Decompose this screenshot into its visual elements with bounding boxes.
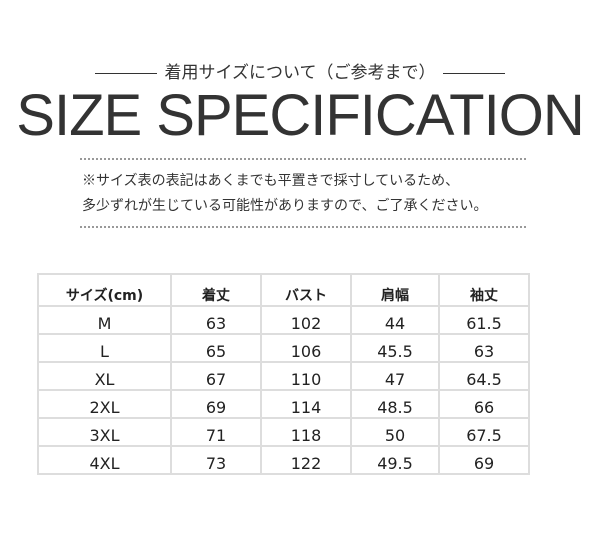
dotted-divider [80, 226, 526, 228]
table-row: 4XL 73 122 49.5 69 [37, 445, 530, 475]
page-title: SIZE SPECIFICATION [16, 83, 584, 148]
table-cell: 102 [260, 305, 352, 335]
table-cell: 50 [350, 417, 440, 447]
table-cell: 63 [170, 305, 262, 335]
table-row: M 63 102 44 61.5 [37, 305, 530, 335]
table-cell: 4XL [37, 445, 172, 475]
table-cell: 71 [170, 417, 262, 447]
table-cell: 63 [438, 333, 530, 363]
table-cell: 2XL [37, 389, 172, 419]
header-size: サイズ(cm) [37, 273, 172, 307]
table-row: XL 67 110 47 64.5 [37, 361, 530, 391]
table-cell: XL [37, 361, 172, 391]
header-shoulder: 肩幅 [350, 273, 440, 307]
table-header: サイズ(cm) 着丈 バスト 肩幅 袖丈 [37, 273, 530, 307]
table-cell: 69 [438, 445, 530, 475]
divider [443, 72, 506, 74]
table-cell: 66 [438, 389, 530, 419]
note-line: 多少ずれが生じている可能性がありますので、ご了承ください。 [82, 198, 488, 214]
table-cell: 67 [170, 361, 262, 391]
table-cell: 122 [260, 445, 352, 475]
header-bust: バスト [260, 273, 352, 307]
table-row: L 65 106 45.5 63 [37, 333, 530, 363]
table-cell: L [37, 333, 172, 363]
table-cell: 48.5 [350, 389, 440, 419]
subtitle-row: 着用サイズについて（ご参考まで） [0, 58, 600, 83]
table-cell: 49.5 [350, 445, 440, 475]
divider [94, 72, 157, 74]
table-cell: M [37, 305, 172, 335]
table-cell: 44 [350, 305, 440, 335]
size-table: サイズ(cm) 着丈 バスト 肩幅 袖丈 M 63 102 44 61.5 L 65 106 4… [37, 273, 530, 475]
header-sleeve: 袖丈 [438, 273, 530, 307]
subtitle: 着用サイズについて（ご参考まで） [164, 63, 436, 83]
table-cell: 114 [260, 389, 352, 419]
table-cell: 110 [260, 361, 352, 391]
table-cell: 73 [170, 445, 262, 475]
table-cell: 65 [170, 333, 262, 363]
table-row: 2XL 69 114 48.5 66 [37, 389, 530, 419]
header-length: 着丈 [170, 273, 262, 307]
table-cell: 61.5 [438, 305, 530, 335]
table-cell: 3XL [37, 417, 172, 447]
table-cell: 106 [260, 333, 352, 363]
table-cell: 69 [170, 389, 262, 419]
table-cell: 64.5 [438, 361, 530, 391]
table-row: 3XL 71 118 50 67.5 [37, 417, 530, 447]
note-line: ※サイズ表の表記はあくまでも平置きで採寸しているため、 [82, 173, 460, 189]
dotted-divider [80, 158, 526, 160]
note: ※サイズ表の表記はあくまでも平置きで採寸しているため、 多少ずれが生じている可能… [82, 169, 487, 219]
table-cell: 47 [350, 361, 440, 391]
table-cell: 45.5 [350, 333, 440, 363]
table-cell: 67.5 [438, 417, 530, 447]
table-cell: 118 [260, 417, 352, 447]
